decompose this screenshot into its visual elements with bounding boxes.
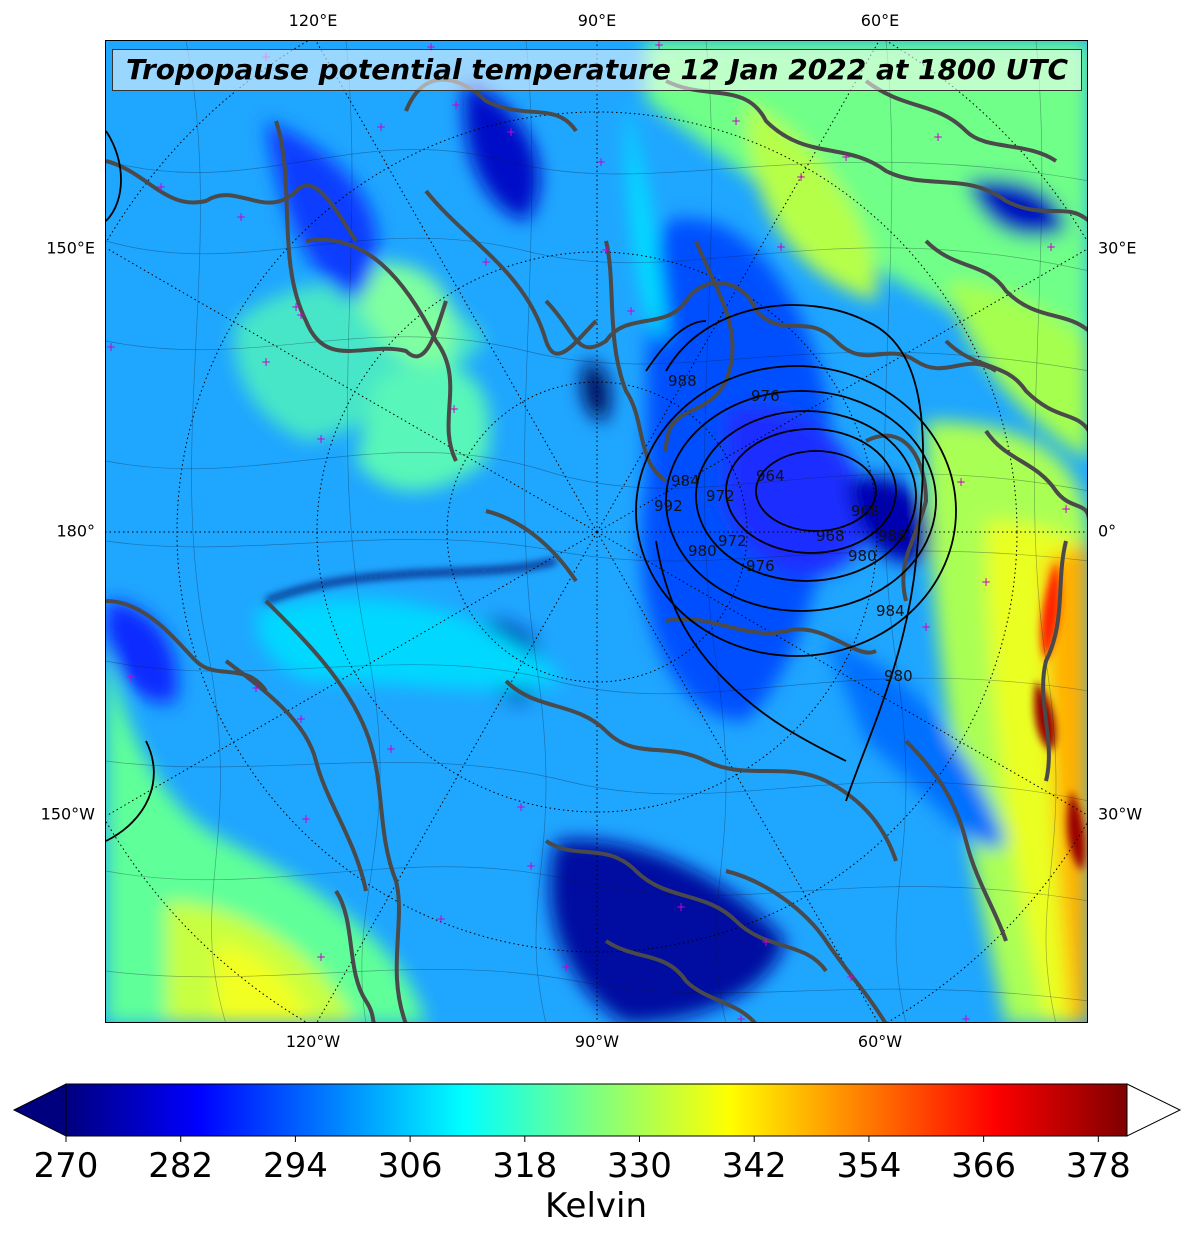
station-marker: +	[731, 114, 741, 128]
map-canvas: 988 976 984 992 972 964 968 968 980 988 …	[106, 41, 1087, 1023]
station-marker: +	[386, 742, 396, 756]
station-marker: +	[449, 402, 459, 416]
station-marker: +	[921, 620, 931, 634]
colorbar-tick-label: 354	[836, 1146, 902, 1186]
pressure-label: 988	[878, 527, 907, 545]
station-marker: +	[626, 304, 636, 318]
pressure-label: 976	[746, 557, 775, 575]
station-marker: +	[601, 243, 611, 257]
station-marker: +	[561, 960, 571, 974]
station-marker: +	[506, 125, 516, 139]
graticule-label-top: 90°E	[577, 11, 617, 30]
pressure-label: 972	[718, 532, 747, 550]
station-marker: +	[846, 970, 856, 984]
station-marker: +	[981, 575, 991, 589]
map-title: Tropopause potential temperature 12 Jan …	[125, 53, 1069, 86]
pressure-label-group: 988 976 984 992 972 964 968 968 980 988 …	[654, 372, 913, 685]
colorbar	[12, 1083, 1182, 1142]
graticule-label-left: 180°	[56, 521, 95, 541]
station-marker: +	[376, 120, 386, 134]
graticule-label-bottom: 90°W	[574, 1032, 620, 1051]
pressure-label: 992	[654, 497, 683, 515]
station-marker: +	[291, 300, 301, 314]
station-marker: +	[796, 170, 806, 184]
station-marker: +	[451, 98, 461, 112]
station-marker: +	[481, 255, 491, 269]
station-marker-group: + + + + + + + + + + + + + + + + + + + + …	[106, 41, 1071, 1023]
graticule-label-top: 120°E	[288, 11, 338, 30]
station-marker: +	[296, 308, 306, 322]
colorbar-min-extend	[12, 1083, 67, 1137]
graticule-label-bottom: 120°W	[285, 1032, 341, 1051]
pressure-label: 984	[671, 472, 700, 490]
station-marker: +	[654, 41, 664, 52]
map-panel: 988 976 984 992 972 964 968 968 980 988 …	[105, 40, 1088, 1023]
pressure-label: 976	[751, 387, 780, 405]
graticule	[106, 41, 1087, 1022]
colorbar-unit: Kelvin	[544, 1186, 648, 1226]
station-marker: +	[596, 155, 606, 169]
colorbar-tick-label: 294	[262, 1146, 328, 1186]
colorbar-max-extend	[1126, 1083, 1182, 1137]
station-marker: +	[526, 859, 536, 873]
graticule-label-right: 0°	[1098, 521, 1117, 541]
station-marker: +	[106, 340, 116, 354]
colorbar-gradient	[65, 1083, 1128, 1137]
station-marker: +	[316, 432, 326, 446]
theta-field	[106, 41, 1087, 1022]
station-marker: +	[1046, 240, 1056, 254]
pressure-label: 980	[884, 667, 913, 685]
pressure-label: 980	[848, 547, 877, 565]
station-marker: +	[933, 130, 943, 144]
colorbar-tick-label: 330	[607, 1146, 672, 1186]
station-marker: +	[841, 150, 851, 164]
station-marker: +	[516, 800, 526, 814]
pressure-label: 964	[756, 467, 785, 485]
graticule-label-left: 150°W	[40, 804, 95, 824]
station-marker: +	[296, 712, 306, 726]
pressure-contours	[106, 130, 957, 842]
station-marker: +	[126, 670, 136, 684]
station-marker: +	[676, 900, 686, 914]
pressure-label: 988	[668, 372, 697, 390]
colorbar-tick-label: 270	[33, 1146, 99, 1186]
colorbar-tick-label: 282	[148, 1146, 214, 1186]
graticule-label-left: 150°E	[46, 238, 95, 258]
station-marker: +	[761, 935, 771, 949]
graticule-label-right: 30°E	[1098, 238, 1137, 258]
colorbar-tick-label: 366	[951, 1146, 1017, 1186]
station-marker: +	[316, 950, 326, 964]
station-marker: +	[251, 681, 261, 695]
jet-streaks	[265, 558, 1086, 871]
colorbar-tick-label: 378	[1065, 1146, 1131, 1186]
coastlines	[106, 77, 1087, 1022]
station-marker: +	[301, 812, 311, 826]
colorbar-tick-label: 342	[721, 1146, 787, 1186]
station-marker: +	[426, 41, 436, 54]
colorbar-tick-label: 318	[492, 1146, 558, 1186]
station-marker: +	[236, 210, 246, 224]
station-marker: +	[156, 180, 166, 194]
title-box: Tropopause potential temperature 12 Jan …	[112, 49, 1082, 91]
pressure-label: 972	[706, 487, 735, 505]
pressure-label: 980	[688, 542, 717, 560]
station-marker: +	[736, 1012, 746, 1023]
colorbar-ticks	[65, 1136, 1099, 1142]
pressure-label: 968	[816, 527, 845, 545]
station-marker: +	[776, 240, 786, 254]
graticule-label-bottom: 60°W	[857, 1032, 903, 1051]
station-marker: +	[1061, 502, 1071, 516]
colorbar-tick-label: 306	[377, 1146, 443, 1186]
station-marker: +	[261, 355, 271, 369]
pressure-label: 984	[876, 602, 905, 620]
pressure-label: 968	[851, 502, 880, 520]
graticule-label-right: 30°W	[1098, 804, 1143, 824]
graticule-label-top: 60°E	[860, 11, 900, 30]
station-marker: +	[961, 1012, 971, 1023]
station-marker: +	[956, 475, 966, 489]
station-marker: +	[436, 912, 446, 926]
